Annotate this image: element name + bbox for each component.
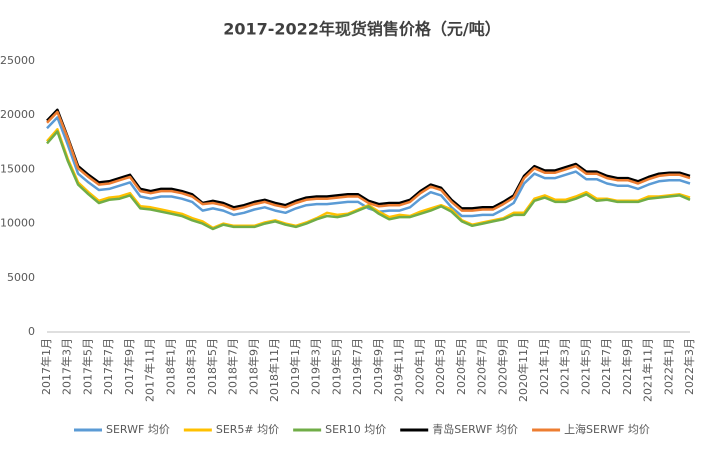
x-tick-label: 2019年5月 <box>329 338 343 395</box>
series-line <box>46 130 691 231</box>
x-tick-label: 2017年11月 <box>143 338 157 402</box>
y-tick-label: 20000 <box>0 108 35 121</box>
x-tick-label: 2018年1月 <box>163 338 177 395</box>
y-tick-label: 10000 <box>0 217 35 230</box>
x-tick-label: 2019年7月 <box>350 338 364 395</box>
x-tick-label: 2017年5月 <box>80 338 94 395</box>
y-tick-label: 0 <box>28 325 35 338</box>
x-tick-label: 2019年11月 <box>392 338 406 402</box>
y-tick-label: 15000 <box>0 162 35 175</box>
x-tick-label: 2019年9月 <box>371 338 385 395</box>
x-tick-label: 2018年11月 <box>267 338 281 402</box>
x-tick-label: 2017年3月 <box>60 338 74 395</box>
series-line <box>46 116 691 218</box>
x-tick-label: 2020年7月 <box>475 338 489 395</box>
x-tick-label: 2020年1月 <box>412 338 426 395</box>
legend-label: SER5# 均价 <box>216 423 279 436</box>
x-tick-label: 2020年9月 <box>495 338 509 395</box>
x-tick-label: 2018年5月 <box>205 338 219 395</box>
y-tick-label: 25000 <box>0 54 35 67</box>
x-tick-label: 2021年3月 <box>558 338 572 395</box>
series-line <box>46 108 691 210</box>
x-tick-label: 2017年7月 <box>101 338 115 395</box>
x-tick-label: 2022年1月 <box>661 338 675 395</box>
legend-label: SERWF 均价 <box>106 423 170 436</box>
x-tick-label: 2019年1月 <box>288 338 302 395</box>
x-tick-label: 2018年7月 <box>226 338 240 395</box>
x-tick-label: 2017年1月 <box>39 338 53 395</box>
x-tick-label: 2020年3月 <box>433 338 447 395</box>
x-tick-label: 2018年3月 <box>184 338 198 395</box>
y-tick-label: 5000 <box>7 271 35 284</box>
x-tick-label: 2021年1月 <box>537 338 551 395</box>
legend-label: 青岛SERWF 均价 <box>432 422 518 436</box>
x-tick-label: 2017年9月 <box>122 338 136 395</box>
x-tick-label: 2021年9月 <box>620 338 634 395</box>
x-tick-label: 2021年7月 <box>599 338 613 395</box>
x-tick-label: 2018年9月 <box>246 338 260 395</box>
x-tick-label: 2020年5月 <box>454 338 468 395</box>
legend-label: SER10 均价 <box>325 423 386 436</box>
chart-title: 2017-2022年现货销售价格（元/吨） <box>223 20 501 39</box>
x-tick-label: 2021年5月 <box>578 338 592 395</box>
x-tick-label: 2019年3月 <box>309 338 323 395</box>
x-tick-label: 2020年11月 <box>516 338 530 402</box>
x-tick-label: 2022年3月 <box>682 338 696 395</box>
legend-label: 上海SERWF 均价 <box>564 422 650 436</box>
x-tick-label: 2021年11月 <box>641 338 655 402</box>
series-line <box>46 110 691 212</box>
legend: SERWF 均价 SER5# 均价 SER10 均价 青岛SERWF 均价 上海SERW… <box>74 422 650 436</box>
